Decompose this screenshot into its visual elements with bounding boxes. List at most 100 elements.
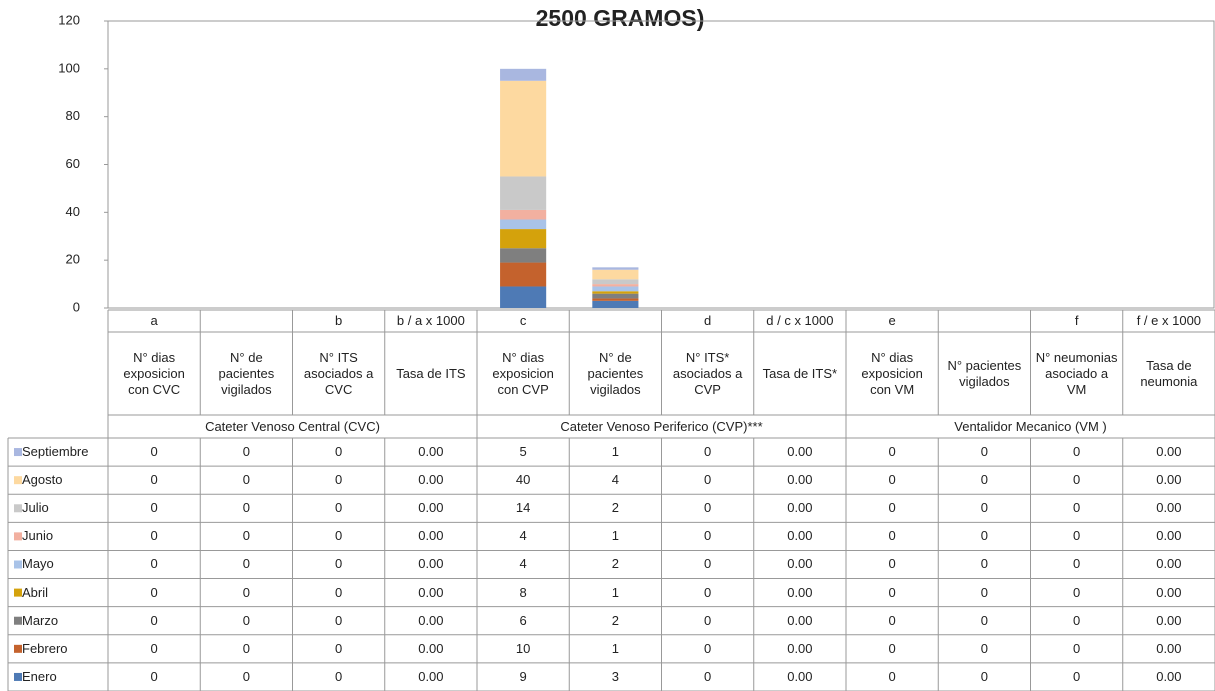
legend-label: Junio [22,528,54,544]
table-value: 0 [1073,444,1081,460]
table-value: 0 [150,640,158,656]
table-value: 0 [242,528,250,544]
table-value: 0 [704,444,712,460]
table-value: 0.00 [418,584,444,600]
table-value: 1 [611,528,619,544]
table-value: 3 [611,668,619,684]
category-code: c [519,313,527,328]
table-value: 0.00 [1156,668,1182,684]
table-value: 0 [150,612,158,628]
bar-segment [592,269,639,280]
table-value: 0 [888,472,896,488]
table-value: 0 [980,640,988,656]
chart-title: 2500 GRAMOS) [536,5,705,31]
x-tick-label: Tasa de ITS [396,365,466,381]
table-value: 0 [150,444,158,460]
bar-segment [500,286,547,308]
legend-swatch [14,448,22,457]
table-value: 0.00 [787,472,813,488]
bar-segment [500,219,547,230]
table-value: 0 [242,584,250,600]
x-tick-label: Tasa de neumonia [1140,357,1198,389]
table-value: 0 [980,500,988,516]
bar-segment [592,286,639,292]
table-value: 1 [611,584,619,600]
table-value: 0.00 [1156,640,1182,656]
legend-label: Enero [22,668,57,684]
x-tick-label: N° dias exposicion con VM [861,349,923,397]
table-value: 0.00 [787,444,813,460]
table-value: 6 [519,612,527,628]
legend-label: Agosto [22,472,63,488]
table-value: 0 [242,472,250,488]
bar-segment [500,248,547,263]
table-value: 4 [519,528,527,544]
table-value: 0 [1073,500,1081,516]
table-value: 0 [150,528,158,544]
y-tick-label: 120 [58,12,80,27]
table-value: 0.00 [1156,500,1182,516]
table-value: 0.00 [787,500,813,516]
table-value: 0.00 [418,612,444,628]
table-value: 0.00 [1156,528,1182,544]
table-value: 0 [335,528,343,544]
table-value: 2 [611,556,619,572]
table-value: 0.00 [1156,472,1182,488]
table-value: 0.00 [418,472,444,488]
table-value: 0 [335,500,343,516]
table-value: 0 [242,556,250,572]
table-value: 10 [515,640,531,656]
table-value: 0 [335,444,343,460]
table-value: 0.00 [418,528,444,544]
table-value: 0 [150,500,158,516]
table-value: 0 [1073,668,1081,684]
table-value: 0 [335,556,343,572]
table-value: 0 [335,640,343,656]
table-value: 0 [1073,584,1081,600]
table-value: 5 [519,444,527,460]
table-value: 0 [888,556,896,572]
table-value: 0 [888,444,896,460]
table-value: 0.00 [418,444,444,460]
table-value: 0 [150,556,158,572]
table-value: 0.00 [1156,584,1182,600]
table-value: 0 [980,528,988,544]
table-value: 1 [611,640,619,656]
table-value: 0.00 [787,612,813,628]
bar-segment [592,298,639,301]
x-tick-label: N° de pacientes vigilados [218,349,275,397]
category-code: a [150,313,158,328]
table-value: 0 [242,668,250,684]
category-code: f / e x 1000 [1136,313,1202,328]
legend-swatch [14,588,22,597]
group-label: Ventalidor Mecanico (VM ) [954,418,1107,434]
table-value: 0 [888,612,896,628]
table-value: 0 [704,668,712,684]
table-value: 0 [1073,528,1081,544]
legend-label: Julio [22,500,49,516]
table-value: 0.00 [1156,612,1182,628]
category-code: b / a x 1000 [396,313,465,328]
table-value: 0.00 [418,668,444,684]
x-tick-label: N° dias exposicion con CVP [492,349,554,397]
bar-segment [500,80,547,177]
table-value: 0 [242,612,250,628]
y-tick-label: 100 [58,60,80,75]
bar-segment [500,229,547,249]
y-tick-label: 60 [66,156,80,171]
table-value: 4 [519,556,527,572]
category-code: e [888,313,896,328]
legend-label: Marzo [22,612,59,628]
legend-swatch [14,532,22,541]
y-tick-label: 40 [66,204,80,219]
bar-segment [592,284,639,287]
x-tick-label: Tasa de ITS* [762,365,838,381]
table-value: 4 [611,472,619,488]
bar-segment [500,68,547,81]
table-value: 0.00 [787,556,813,572]
table-value: 1 [611,444,619,460]
legend-swatch [14,644,22,653]
table-value: 0 [704,556,712,572]
